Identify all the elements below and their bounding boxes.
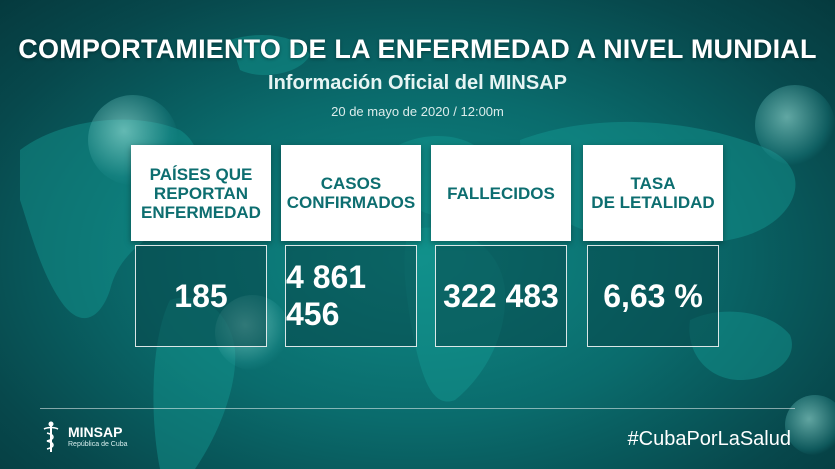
- virus-decoration: [755, 85, 835, 165]
- card-countries-label: PAÍSES QUE REPORTAN ENFERMEDAD: [131, 145, 271, 241]
- card-countries-value: 185: [135, 245, 267, 347]
- card-deaths-value: 322 483: [435, 245, 567, 347]
- card-lethality-value: 6,63 %: [587, 245, 719, 347]
- card-deaths-label: FALLECIDOS: [431, 145, 571, 241]
- card-countries: PAÍSES QUE REPORTAN ENFERMEDAD 185: [131, 145, 271, 348]
- card-confirmed-value: 4 861 456: [285, 245, 417, 347]
- page-title: COMPORTAMIENTO DE LA ENFERMEDAD A NIVEL …: [18, 34, 817, 64]
- card-lethality: TASA DE LETALIDAD 6,63 %: [583, 145, 723, 348]
- logo-name: MINSAP: [68, 424, 123, 440]
- footer-divider: [40, 408, 795, 409]
- virus-decoration: [785, 395, 835, 455]
- card-lethality-label: TASA DE LETALIDAD: [583, 145, 723, 241]
- card-confirmed-label: CASOS CONFIRMADOS: [281, 145, 421, 241]
- caduceus-icon: [43, 421, 59, 452]
- hashtag: #CubaPorLaSalud: [627, 428, 791, 450]
- card-confirmed: CASOS CONFIRMADOS 4 861 456: [281, 145, 421, 348]
- card-deaths: FALLECIDOS 322 483: [431, 145, 571, 348]
- page-subtitle: Información Oficial del MINSAP: [268, 72, 567, 94]
- logo-subtitle: República de Cuba: [68, 441, 128, 448]
- report-date: 20 de mayo de 2020 / 12:00m: [331, 104, 504, 119]
- minsap-logo: MINSAP República de Cuba: [40, 420, 128, 454]
